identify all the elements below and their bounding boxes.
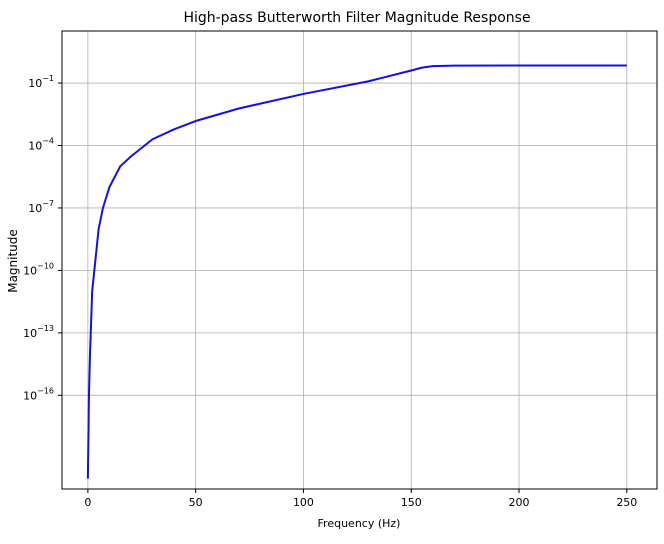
- x-tick-label: 150: [401, 496, 422, 509]
- x-tick-label: 0: [84, 496, 91, 509]
- y-tick-exponent: −13: [37, 324, 54, 333]
- y-tick-base: 10: [23, 327, 37, 340]
- y-tick-base: 10: [23, 264, 37, 277]
- y-tick-exponent: −1: [42, 74, 54, 83]
- y-tick-base: 10: [28, 140, 42, 153]
- y-tick-exponent: −16: [37, 386, 54, 395]
- series-layer: [86, 64, 627, 479]
- x-tick-label: 250: [616, 496, 637, 509]
- plot-frame: [61, 30, 658, 490]
- x-tick-label: 200: [509, 496, 530, 509]
- chart-title: High-pass Butterworth Filter Magnitude R…: [183, 10, 530, 26]
- grid: [62, 31, 657, 489]
- y-tick-base: 10: [23, 389, 37, 402]
- x-tick-label: 100: [293, 496, 314, 509]
- y-tick-label: 10−13: [23, 324, 54, 340]
- y-tick-label: 10−1: [28, 74, 54, 90]
- x-axis-ticks: 0 50 100 150 200 250: [84, 489, 637, 509]
- y-tick-exponent: −4: [42, 137, 54, 146]
- y-tick-label: 10−4: [28, 137, 54, 153]
- y-axis-label: Magnitude: [6, 229, 20, 293]
- y-tick-base: 10: [28, 202, 42, 215]
- x-axis-label: Frequency (Hz): [318, 517, 401, 530]
- x-tick-label: 50: [189, 496, 203, 509]
- y-tick-label: 10−16: [23, 386, 54, 402]
- y-tick-exponent: −7: [42, 199, 54, 208]
- y-tick-label: 10−10: [23, 261, 54, 277]
- y-tick-exponent: −10: [37, 261, 54, 270]
- y-tick-label: 10−7: [28, 199, 54, 215]
- y-tick-base: 10: [28, 77, 42, 90]
- series-line: [86, 64, 627, 479]
